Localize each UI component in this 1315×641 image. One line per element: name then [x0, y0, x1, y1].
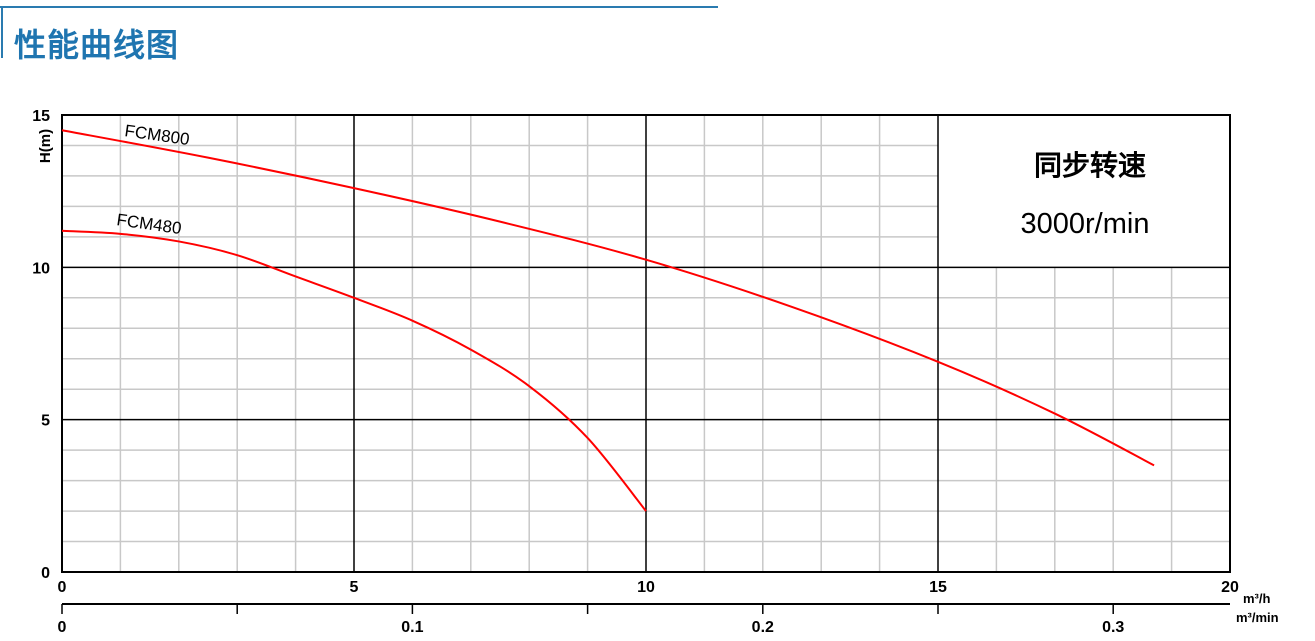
header-rule: [0, 6, 718, 8]
y-axis-label: H(m): [37, 129, 54, 163]
x2-tick-label: 0.2: [752, 619, 774, 636]
annotation-line2: 3000r/min: [1021, 208, 1150, 240]
page-title: 性能曲线图: [14, 27, 180, 63]
x2-tick-label: 0.1: [401, 619, 423, 636]
x-tick-label: 10: [637, 579, 655, 596]
annotation-box: [938, 115, 1230, 267]
y-tick-label: 10: [32, 260, 50, 277]
y-tick-label: 5: [41, 413, 50, 430]
plot-frame: [61, 114, 1231, 573]
x2-tick-label: 0.3: [1102, 619, 1124, 636]
y-tick-label: 0: [41, 565, 50, 582]
x-tick-label: 20: [1221, 579, 1239, 596]
series-line-fcm480: [61, 229, 647, 512]
y-tick-label: 15: [32, 108, 50, 125]
annotation-line1: 同步转速: [1034, 150, 1146, 181]
x-tick-label: 0: [58, 579, 67, 596]
x2-tick-label: 0: [58, 619, 67, 636]
x-tick-label: 15: [929, 579, 947, 596]
series-line-fcm800: [61, 129, 1155, 467]
x-tick-label: 5: [350, 579, 359, 596]
x2-axis-unit: m³/min: [1236, 610, 1279, 625]
x-axis-unit: m³/h: [1243, 591, 1271, 606]
header-left-rule: [1, 6, 3, 58]
